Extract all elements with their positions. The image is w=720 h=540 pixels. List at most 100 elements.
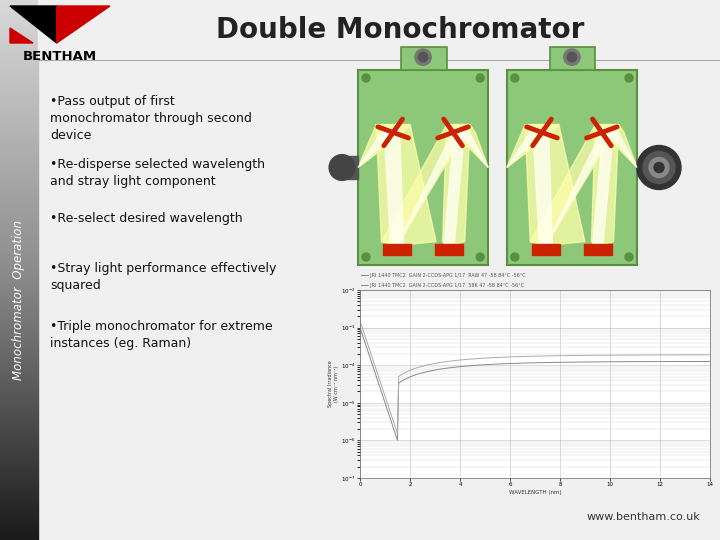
Bar	[0, 30, 38, 32]
Bar	[0, 402, 38, 405]
Bar	[0, 273, 38, 275]
Bar	[0, 456, 38, 459]
Bar	[0, 213, 38, 216]
Bar	[0, 254, 38, 256]
Bar	[0, 478, 38, 481]
Bar	[0, 57, 38, 59]
Bar	[0, 427, 38, 429]
Bar	[0, 481, 38, 483]
Bar	[0, 286, 38, 289]
Text: •Re-select desired wavelength: •Re-select desired wavelength	[50, 212, 243, 225]
Bar	[0, 359, 38, 362]
Bar	[0, 84, 38, 86]
Bar	[0, 448, 38, 451]
Bar	[0, 348, 38, 351]
Bar	[0, 62, 38, 65]
Bar	[0, 410, 38, 413]
Bar	[0, 281, 38, 284]
Polygon shape	[593, 129, 613, 244]
Bar	[0, 292, 38, 294]
Bar	[0, 310, 38, 313]
Polygon shape	[507, 129, 549, 167]
Bar	[0, 508, 38, 510]
Bar	[0, 16, 38, 19]
Bar	[0, 54, 38, 57]
Bar	[0, 216, 38, 219]
Bar	[0, 367, 38, 370]
Bar	[0, 24, 38, 27]
Polygon shape	[606, 129, 637, 167]
Bar	[0, 5, 38, 8]
Bar	[0, 375, 38, 378]
Polygon shape	[443, 125, 470, 246]
Circle shape	[625, 253, 633, 261]
Bar	[0, 108, 38, 111]
Bar	[0, 429, 38, 432]
Bar	[0, 189, 38, 192]
Bar	[0, 354, 38, 356]
Bar	[0, 92, 38, 94]
Bar	[0, 11, 38, 14]
Bar	[0, 235, 38, 238]
Bar	[0, 94, 38, 97]
Bar	[0, 165, 38, 167]
Bar	[0, 383, 38, 386]
Circle shape	[567, 52, 577, 62]
Bar	[0, 446, 38, 448]
Bar	[0, 308, 38, 310]
Bar	[0, 251, 38, 254]
Bar	[0, 14, 38, 16]
Bar	[0, 70, 38, 73]
Bar	[0, 521, 38, 524]
Bar	[0, 413, 38, 416]
Bar	[0, 143, 38, 146]
Bar	[0, 146, 38, 148]
Bar	[0, 151, 38, 154]
Bar	[0, 302, 38, 305]
Bar	[0, 491, 38, 494]
Circle shape	[476, 253, 485, 261]
Bar	[0, 27, 38, 30]
Bar	[0, 232, 38, 235]
Polygon shape	[384, 129, 404, 244]
Bar	[0, 221, 38, 224]
Bar	[0, 135, 38, 138]
Bar	[0, 472, 38, 475]
Text: www.bentham.co.uk: www.bentham.co.uk	[586, 512, 700, 522]
Bar	[0, 502, 38, 505]
Bar	[0, 275, 38, 278]
Bar	[0, 526, 38, 529]
Bar	[0, 197, 38, 200]
Bar	[584, 244, 612, 255]
Polygon shape	[591, 125, 618, 246]
Bar	[0, 497, 38, 500]
Bar	[0, 356, 38, 359]
Bar	[0, 489, 38, 491]
Polygon shape	[595, 125, 637, 167]
X-axis label: WAVELENGTH (nm): WAVELENGTH (nm)	[509, 490, 562, 495]
Bar	[0, 97, 38, 100]
Bar	[0, 510, 38, 513]
Bar	[0, 167, 38, 170]
Bar	[0, 116, 38, 119]
Bar	[0, 65, 38, 68]
Bar	[0, 319, 38, 321]
Bar	[0, 111, 38, 113]
Bar	[0, 451, 38, 454]
Polygon shape	[397, 129, 465, 246]
Text: ─── JRI 1440 TMC2  GAIN 2-CCDS-APG 1/17  RAW 47 -58 84°C -56°C: ─── JRI 1440 TMC2 GAIN 2-CCDS-APG 1/17 R…	[360, 273, 526, 278]
Text: •Triple monochromator for extreme
instances (eg. Raman): •Triple monochromator for extreme instan…	[50, 320, 273, 350]
Bar	[0, 173, 38, 176]
Bar	[0, 89, 38, 92]
Bar	[0, 73, 38, 76]
Text: •Stray light performance effectively
squared: •Stray light performance effectively squ…	[50, 262, 276, 292]
Bar	[0, 537, 38, 540]
Bar	[0, 154, 38, 157]
Bar	[0, 157, 38, 159]
Text: Double Monochromator: Double Monochromator	[216, 16, 584, 44]
Bar	[0, 267, 38, 270]
Bar	[0, 265, 38, 267]
Bar	[0, 3, 38, 5]
Bar	[0, 278, 38, 281]
Bar	[0, 386, 38, 389]
